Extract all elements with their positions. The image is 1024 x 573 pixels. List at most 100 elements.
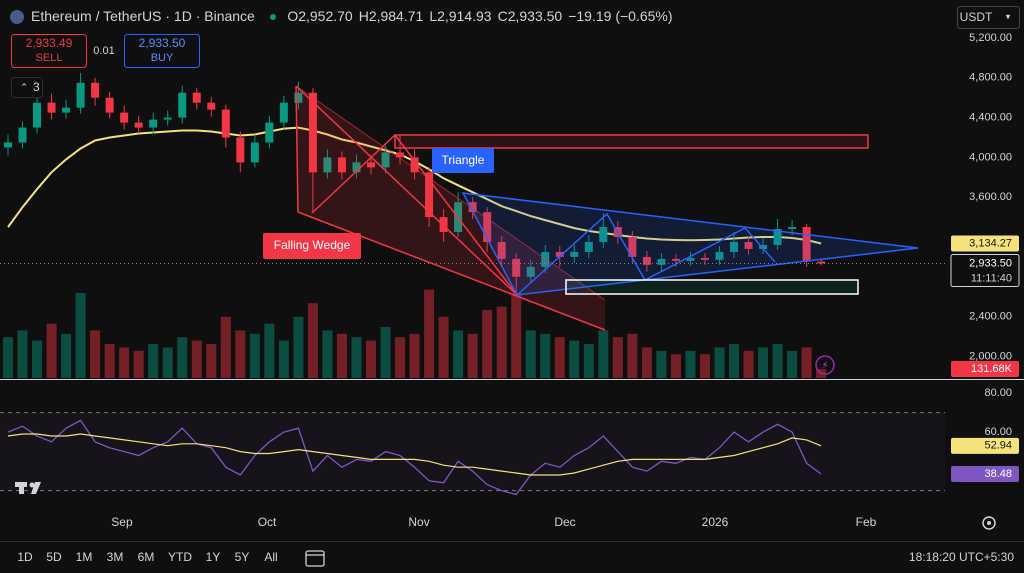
buy-box[interactable] <box>124 34 200 68</box>
ma-last-label: 3,134.27 <box>969 237 1012 249</box>
x-tick-label: Sep <box>111 515 133 529</box>
candle-body <box>671 258 680 261</box>
drawings: Triangle Falling Wedge <box>0 85 945 331</box>
volume-bar <box>90 330 101 378</box>
annotation: Falling Wedge <box>274 238 351 252</box>
volume-bar <box>46 323 57 378</box>
wedge-line <box>297 211 606 331</box>
volume-bar <box>729 344 740 378</box>
chevron[interactable]: ⌃ <box>20 83 28 94</box>
volume-last-label: 131.68K <box>971 363 1013 375</box>
candle-body <box>178 92 187 118</box>
volume-bar <box>322 330 333 378</box>
candle-body <box>425 172 434 218</box>
volume-bar <box>380 327 391 378</box>
volume-bar <box>467 333 478 378</box>
candle-body <box>817 261 826 264</box>
range-button[interactable]: 5Y <box>235 550 250 564</box>
clock[interactable]: 18:18:20 UTC+5:30 <box>909 550 1014 564</box>
candle-body <box>512 258 521 277</box>
candle-body <box>294 92 303 103</box>
events-bolt[interactable]: ⚡ <box>821 361 828 372</box>
status-dot: ● <box>269 8 277 24</box>
range-button[interactable]: All <box>264 550 277 564</box>
symbol-icon <box>10 10 24 24</box>
volume-bar <box>162 347 173 378</box>
candle-body <box>236 137 245 163</box>
settings-icon[interactable] <box>982 516 996 530</box>
currency-box[interactable] <box>957 6 1020 29</box>
volume-bar <box>177 337 188 378</box>
candle-body <box>802 227 811 261</box>
candle-body <box>221 109 230 138</box>
volume-bar <box>496 306 507 378</box>
currency[interactable]: USDT <box>960 10 993 24</box>
volume-bar <box>148 344 159 378</box>
spread: 0.01 <box>93 45 114 57</box>
volume-bar <box>511 293 522 378</box>
range-button[interactable]: 6M <box>138 550 155 564</box>
volume-bar <box>772 344 783 378</box>
indicators-box[interactable] <box>11 77 43 98</box>
x-tick-label: Feb <box>856 515 877 529</box>
rsi-ma-last-label-box <box>951 437 1019 454</box>
buy-label[interactable]: BUY <box>151 52 174 64</box>
volume-bar <box>714 347 725 378</box>
y-tick-label: 3,600.00 <box>969 191 1012 203</box>
candle-body <box>91 82 100 98</box>
ohlc-low: L2,914.93 <box>429 8 491 24</box>
candle-body <box>3 142 12 148</box>
volume-bar <box>424 289 435 378</box>
settings-icon-center[interactable] <box>987 521 991 525</box>
candle-body <box>642 256 651 265</box>
candle-body <box>773 229 782 245</box>
currency-button[interactable]: USDT ▾ <box>957 6 1020 29</box>
sell-price[interactable]: 2,933.49 <box>26 36 73 50</box>
volume-bar <box>554 337 565 378</box>
candle-body <box>18 127 27 143</box>
candle-body <box>555 251 564 257</box>
volume-bar <box>743 350 754 378</box>
indicators-toggle[interactable]: ⌃ 3 <box>11 77 43 98</box>
resistance-zone <box>394 134 869 149</box>
volume-bar <box>293 316 304 378</box>
sell-button[interactable]: 2,933.49 SELL <box>11 34 87 68</box>
range-button[interactable]: YTD <box>168 550 192 564</box>
sell-box[interactable] <box>11 34 87 68</box>
range-button[interactable]: 1Y <box>206 550 221 564</box>
buy-button[interactable]: 2,933.50 BUY <box>124 34 200 68</box>
rsi-ma-last-label: 52.94 <box>984 440 1012 452</box>
volume-bar <box>525 330 536 378</box>
wedge-line <box>295 85 606 301</box>
dropdown-arrow[interactable]: ▾ <box>1006 11 1011 21</box>
volume-bar <box>641 347 652 378</box>
candle-body <box>700 257 709 260</box>
volume-bar <box>191 340 202 378</box>
range-button[interactable]: 1D <box>17 550 33 564</box>
events-icon[interactable] <box>815 355 835 375</box>
volume-bar <box>395 337 406 378</box>
volume-bar <box>569 340 580 378</box>
sell-label[interactable]: SELL <box>36 52 63 64</box>
indicator-count[interactable]: 3 <box>33 80 40 94</box>
candle-body <box>192 92 201 103</box>
range-button[interactable]: 1M <box>76 550 93 564</box>
candle-body <box>120 112 129 123</box>
volume-bar <box>670 354 681 378</box>
buy-price[interactable]: 2,933.50 <box>139 36 186 50</box>
triangle-label-box <box>432 148 494 173</box>
date-range-icon[interactable] <box>305 550 325 567</box>
tv-logo <box>15 482 41 494</box>
candle-body <box>47 102 56 113</box>
volume-bar <box>220 316 231 378</box>
plot-area <box>0 72 945 496</box>
x-tick-label: Dec <box>554 515 575 529</box>
candle-body <box>105 97 114 113</box>
volume-bar <box>438 316 449 378</box>
candle-body <box>657 258 666 265</box>
range-button[interactable]: 3M <box>107 550 124 564</box>
range-button[interactable]: 5D <box>46 550 62 564</box>
volume-bar <box>336 333 347 378</box>
